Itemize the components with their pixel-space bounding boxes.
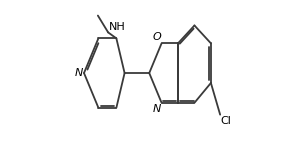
Text: NH: NH xyxy=(109,22,126,32)
Text: O: O xyxy=(152,32,161,42)
Text: N: N xyxy=(152,104,161,114)
Text: N: N xyxy=(75,68,83,78)
Text: Cl: Cl xyxy=(220,116,231,126)
